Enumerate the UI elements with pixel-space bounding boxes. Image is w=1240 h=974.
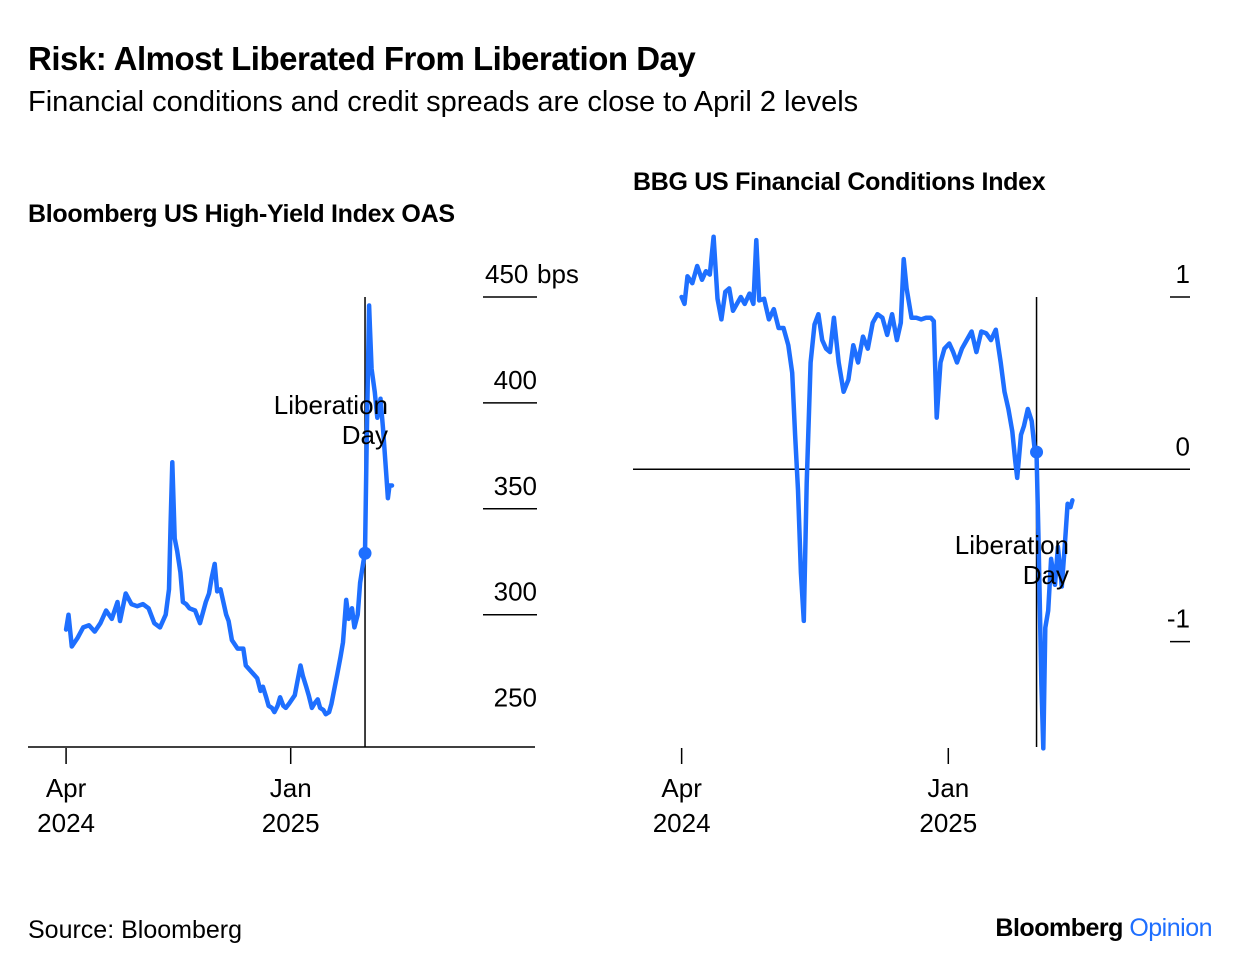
- y-tick-label: 350: [494, 471, 537, 501]
- x-tick-label-month: Apr: [661, 773, 702, 803]
- annotation-label: Day: [1023, 560, 1069, 590]
- brand-logo: Bloomberg Opinion: [995, 914, 1212, 943]
- y-tick-label: 300: [494, 577, 537, 607]
- x-tick-label-year: 2024: [653, 808, 711, 838]
- brand-primary: Bloomberg: [995, 914, 1123, 942]
- liberation-day-marker: [1030, 445, 1044, 459]
- page-subtitle: Financial conditions and credit spreads …: [28, 86, 859, 118]
- series-line: [679, 234, 1075, 751]
- brand-secondary: Opinion: [1129, 914, 1212, 942]
- hy-oas-chart: 250 300 350 400 450 bps Apr 2024 Jan 2025 Liberati…: [28, 259, 579, 838]
- y-tick-label: 250: [494, 683, 537, 713]
- y-unit-label: bps: [537, 259, 579, 289]
- source-note: Source: Bloomberg: [28, 916, 243, 944]
- annotation-label: Liberation: [274, 390, 388, 420]
- x-tick-label-month: Jan: [270, 773, 312, 803]
- x-tick-label-month: Apr: [46, 773, 87, 803]
- annotation-label: Day: [342, 420, 388, 450]
- hy-oas-chart-title: Bloomberg US High-Yield Index OAS: [28, 200, 455, 228]
- y-tick-label: 0: [1176, 431, 1190, 461]
- x-tick-label-month: Jan: [927, 773, 969, 803]
- x-tick-label-year: 2025: [919, 808, 977, 838]
- y-tick-label: -1: [1167, 604, 1190, 634]
- y-tick-label: 450: [485, 259, 528, 289]
- x-tick-label-year: 2025: [262, 808, 320, 838]
- page-title: Risk: Almost Liberated From Liberation D…: [28, 40, 696, 77]
- annotation-label: Liberation: [955, 530, 1069, 560]
- x-tick-label-year: 2024: [37, 808, 95, 838]
- y-tick-label: 400: [494, 365, 537, 395]
- y-tick-label: 1: [1176, 259, 1190, 289]
- liberation-day-marker: [358, 546, 372, 560]
- series-line: [63, 303, 395, 717]
- fci-chart-title: BBG US Financial Conditions Index: [633, 168, 1046, 196]
